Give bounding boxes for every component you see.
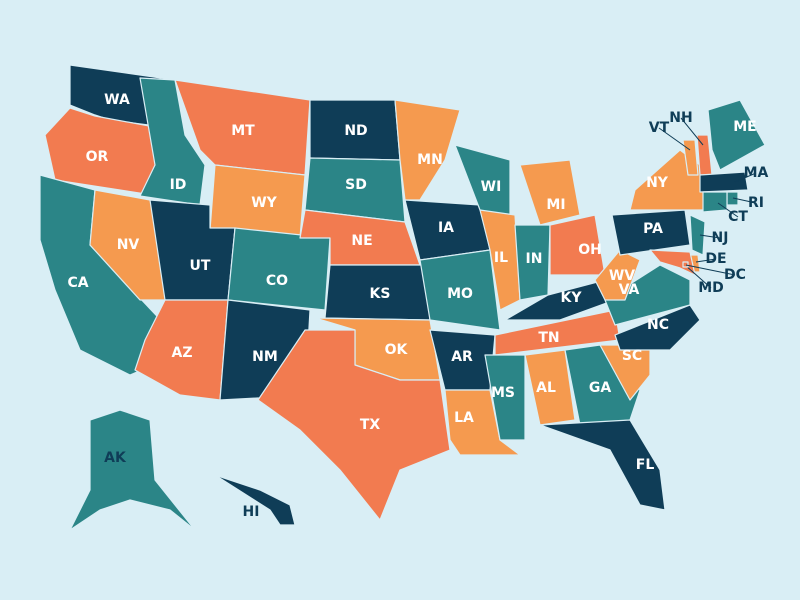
state-shape <box>702 191 728 213</box>
state-label: AR <box>451 349 473 365</box>
state-label: DE <box>705 251 726 267</box>
state-shape <box>484 354 526 441</box>
state-label: OH <box>578 242 602 258</box>
state-shape <box>682 261 689 268</box>
state-shape <box>707 99 766 171</box>
state-shape <box>524 349 576 426</box>
state-label: NE <box>351 233 372 249</box>
state-label: MA <box>744 165 769 181</box>
state-label: MD <box>698 280 724 296</box>
state-label: FL <box>636 457 655 473</box>
state-shape <box>227 227 331 311</box>
state-label: VA <box>619 282 640 298</box>
state-label: IN <box>526 251 543 267</box>
state-shape <box>444 389 521 456</box>
state-shape <box>604 264 691 326</box>
state-shape <box>69 409 196 531</box>
state-label: PA <box>643 221 663 237</box>
state-shape <box>139 77 206 206</box>
state-label: VT <box>649 120 670 136</box>
state-label: AL <box>536 380 556 396</box>
state-shape <box>614 304 701 351</box>
state-label: NC <box>647 317 669 333</box>
state-label: SC <box>622 348 642 364</box>
state-label: OK <box>385 342 409 358</box>
state-label: MN <box>417 152 443 168</box>
state-shape <box>257 329 451 521</box>
state-label: NH <box>669 110 692 126</box>
state-label: NV <box>117 237 140 253</box>
state-label: ND <box>344 123 367 139</box>
state-label: ME <box>733 119 757 135</box>
state-label: AK <box>104 450 127 466</box>
state-shape <box>594 249 641 301</box>
state-label: WI <box>481 179 502 195</box>
state-label: RI <box>748 195 764 211</box>
state-label: IL <box>494 250 508 266</box>
state-label: CT <box>728 209 748 225</box>
state-label: TX <box>360 417 381 433</box>
state-shape <box>479 209 521 311</box>
state-label: IA <box>438 220 454 236</box>
state-shape <box>564 344 641 426</box>
state-label: TN <box>538 330 559 346</box>
state-label: GA <box>589 380 611 396</box>
state-label: SD <box>345 177 367 193</box>
state-shape <box>689 214 706 256</box>
state-label: ID <box>170 177 187 193</box>
leader-line <box>658 127 691 151</box>
state-shape <box>682 139 699 176</box>
leader-line <box>732 197 757 204</box>
state-label: NJ <box>712 230 729 246</box>
state-label: CA <box>67 275 88 291</box>
state-label: NM <box>252 349 278 365</box>
state-label: DC <box>724 267 746 283</box>
state-shape <box>214 474 296 526</box>
state-label: OR <box>86 149 109 165</box>
state-label: AZ <box>172 345 193 361</box>
state-shape <box>699 171 749 193</box>
state-label: LA <box>454 410 474 426</box>
state-label: WY <box>251 195 277 211</box>
leader-line <box>717 202 739 218</box>
state-shape <box>649 249 696 276</box>
state-label: MT <box>231 123 255 139</box>
state-label: CO <box>266 273 288 289</box>
state-label: WA <box>104 92 130 108</box>
state-label: NY <box>646 175 669 191</box>
state-shape <box>394 99 461 201</box>
leader-line <box>699 234 721 239</box>
state-label: KY <box>561 290 583 306</box>
state-shape <box>419 249 501 331</box>
leader-line <box>734 172 757 183</box>
leader-line <box>684 264 712 289</box>
state-shape <box>539 419 666 511</box>
state-label: WV <box>609 268 635 284</box>
leader-line <box>685 264 736 276</box>
leader-line <box>695 258 717 263</box>
state-label: UT <box>190 258 211 274</box>
state-label: MI <box>546 197 565 213</box>
state-shape <box>519 159 581 226</box>
state-label: HI <box>243 504 260 520</box>
state-shape <box>611 209 691 256</box>
state-label: MS <box>491 385 515 401</box>
state-label: MO <box>447 286 473 302</box>
leader-line <box>680 117 704 146</box>
state-label: KS <box>370 286 391 302</box>
